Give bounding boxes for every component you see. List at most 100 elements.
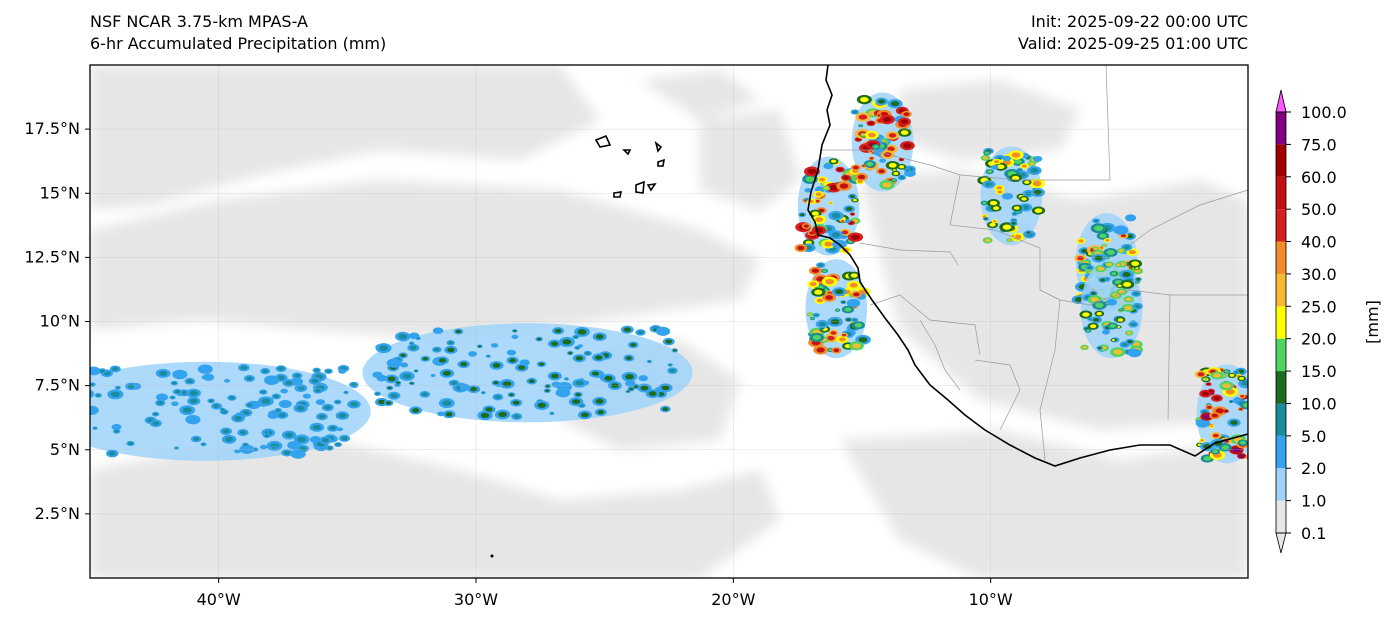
precip-core <box>1225 389 1235 395</box>
precip-core <box>410 342 414 345</box>
precip-core <box>518 365 526 370</box>
colorbar-segment <box>1276 468 1286 501</box>
precip-core <box>899 158 903 161</box>
precip-core <box>1123 281 1132 287</box>
precip-core <box>595 334 604 340</box>
precip-core <box>389 360 399 366</box>
precip-core <box>1206 405 1212 409</box>
precip-core <box>892 169 896 171</box>
colorbar-tick-label: 25.0 <box>1301 297 1337 316</box>
precip-core <box>315 388 321 393</box>
precip-core <box>1120 308 1123 311</box>
precip-core <box>873 145 879 149</box>
precip-core <box>890 101 900 107</box>
precip-core <box>335 443 341 446</box>
precip-core <box>849 282 858 288</box>
precip-core <box>892 179 896 182</box>
precip-core <box>264 434 269 438</box>
precip-core <box>629 387 634 391</box>
precip-core <box>830 159 837 163</box>
precip-core <box>1116 227 1126 233</box>
precip-core <box>422 357 429 361</box>
precip-core <box>805 176 815 182</box>
precip-core <box>375 392 380 395</box>
precip-cell <box>65 432 78 440</box>
precip-core <box>181 390 188 395</box>
country-borders <box>820 65 1248 461</box>
precip-core <box>811 211 819 216</box>
precip-core <box>172 402 177 406</box>
precip-core <box>837 168 843 172</box>
precip-core <box>282 389 287 393</box>
colorbar-min-extension <box>1275 532 1287 554</box>
lon-tick-label: 30°W <box>454 590 498 609</box>
precip-cell <box>78 420 88 426</box>
precip-core <box>1077 256 1084 261</box>
precip-core <box>640 376 646 380</box>
precip-core <box>1093 219 1099 223</box>
precip-core <box>808 313 813 316</box>
precip-core <box>852 318 857 322</box>
precip-core <box>850 273 858 278</box>
precip-core <box>410 382 414 385</box>
precip-core <box>882 182 892 188</box>
precip-core <box>239 430 247 435</box>
colorbar-segment <box>1276 176 1286 210</box>
precip-core <box>868 121 874 125</box>
precip-core <box>1213 396 1221 401</box>
precip-core <box>1090 324 1097 329</box>
precip-core <box>839 183 849 189</box>
precip-core <box>448 341 454 345</box>
precip-core <box>290 442 299 448</box>
precip-core <box>1012 212 1017 215</box>
precip-core <box>1135 267 1139 270</box>
precip-core <box>201 443 206 446</box>
precip-core <box>1102 244 1107 247</box>
precip-core <box>1117 318 1124 322</box>
precip-core <box>1240 394 1245 398</box>
precip-core <box>508 351 515 355</box>
colorbar-segment <box>1276 241 1286 274</box>
precip-core <box>818 263 824 267</box>
precip-core <box>77 365 81 368</box>
precip-core <box>1081 248 1088 253</box>
precip-core <box>982 201 987 205</box>
precip-core <box>221 408 225 411</box>
precip-core <box>1004 194 1011 199</box>
precip-core <box>66 420 72 424</box>
precip-core <box>1127 215 1134 220</box>
precip-core <box>883 116 892 123</box>
precip-core <box>1021 164 1027 168</box>
precip-core <box>273 394 279 399</box>
precip-core <box>984 217 988 220</box>
precip-core <box>1130 322 1137 327</box>
precip-core <box>830 319 840 325</box>
precip-core <box>1004 156 1010 160</box>
precip-core <box>442 400 452 406</box>
precip-core <box>193 437 200 441</box>
precip-core <box>1097 266 1105 271</box>
precip-core <box>648 391 657 397</box>
precip-core <box>326 369 331 373</box>
precip-core <box>604 375 613 381</box>
colorbar-tick-label: 15.0 <box>1301 362 1337 381</box>
precip-core <box>803 224 809 228</box>
precip-core <box>208 399 214 403</box>
precip-core <box>396 381 400 384</box>
precip-core <box>379 345 389 351</box>
precip-core <box>298 386 302 389</box>
precip-core <box>1029 162 1035 166</box>
precip-core <box>841 301 846 304</box>
precip-core <box>481 391 485 394</box>
precip-core <box>317 400 324 404</box>
precip-core <box>1078 239 1084 243</box>
precip-core <box>829 184 839 191</box>
precip-core <box>277 375 285 381</box>
precip-core <box>312 424 321 430</box>
precip-core <box>997 190 1003 194</box>
precip-core <box>385 401 392 405</box>
precip-core <box>202 376 206 379</box>
precip-core <box>1197 372 1205 377</box>
precip-core <box>1090 297 1099 303</box>
precip-core <box>283 450 291 455</box>
